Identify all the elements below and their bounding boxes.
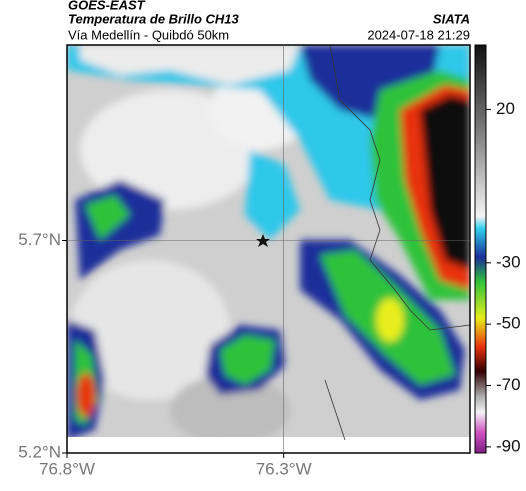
colorbar-tick-label: 20 bbox=[496, 99, 515, 118]
source-label: GOES-EAST bbox=[68, 0, 146, 12]
colorbar-tick-label: -90 bbox=[496, 436, 521, 455]
satellite-image bbox=[67, 45, 470, 453]
x-tick-label: 76.8°W bbox=[39, 459, 95, 478]
timestamp: 2024-07-18 21:29 bbox=[367, 27, 470, 42]
credit: SIATA bbox=[433, 11, 470, 26]
y-tick-label: 5.7°N bbox=[18, 230, 61, 249]
map-frame bbox=[66, 44, 471, 454]
title: Temperatura de Brillo CH13 bbox=[68, 11, 240, 26]
x-tick-label: 76.3°W bbox=[256, 459, 312, 478]
subtitle: Vía Medellín - Quibdó 50km bbox=[68, 27, 229, 42]
y-tick-label: 5.2°N bbox=[18, 442, 61, 461]
colorbar-tick-label: -30 bbox=[496, 252, 521, 271]
city-marker bbox=[256, 234, 270, 247]
colorbar-tick-label: -70 bbox=[496, 375, 521, 394]
colorbar-tick-label: -50 bbox=[496, 314, 521, 333]
colorbar bbox=[474, 44, 487, 454]
